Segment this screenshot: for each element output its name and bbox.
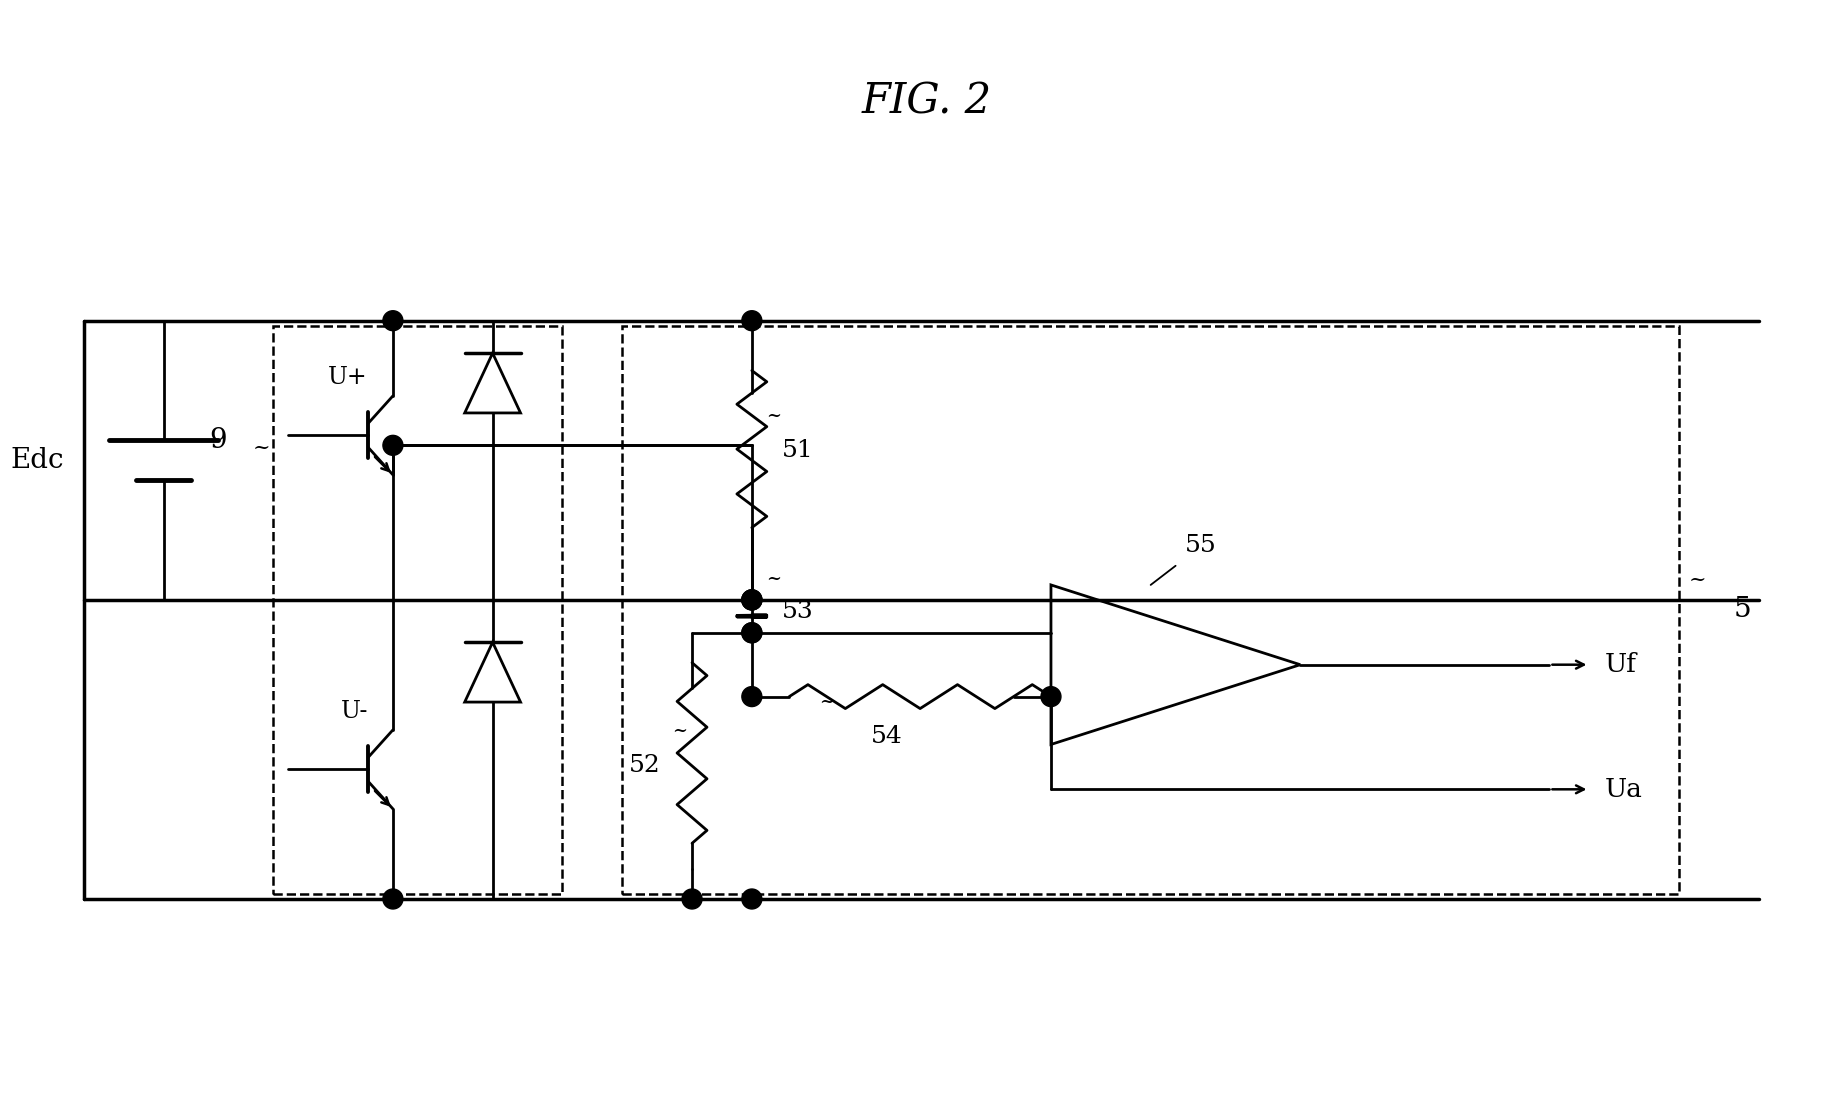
Circle shape — [741, 310, 761, 330]
Text: ~: ~ — [765, 407, 782, 424]
Text: 51: 51 — [782, 439, 813, 461]
Circle shape — [383, 436, 403, 456]
Text: Uf: Uf — [1604, 652, 1635, 678]
Text: ~: ~ — [1687, 570, 1706, 589]
Text: U+: U+ — [329, 366, 368, 389]
Circle shape — [383, 310, 403, 330]
Circle shape — [741, 623, 761, 643]
Text: 9: 9 — [209, 427, 227, 454]
Text: 5: 5 — [1733, 596, 1750, 624]
Text: 55: 55 — [1185, 533, 1216, 557]
Circle shape — [741, 889, 761, 909]
Circle shape — [1040, 687, 1061, 707]
Circle shape — [741, 590, 761, 610]
Text: ~: ~ — [253, 439, 270, 458]
Text: 54: 54 — [870, 725, 902, 747]
Text: ~: ~ — [819, 692, 833, 710]
Text: Edc: Edc — [11, 447, 65, 474]
Text: U-: U- — [340, 700, 368, 722]
Circle shape — [741, 590, 761, 610]
Circle shape — [741, 623, 761, 643]
Text: 53: 53 — [782, 600, 813, 623]
Bar — [623, 326, 1678, 894]
Text: ~: ~ — [673, 722, 687, 740]
Circle shape — [383, 889, 403, 909]
Circle shape — [741, 590, 761, 610]
Text: ~: ~ — [765, 569, 782, 588]
Bar — [274, 326, 562, 894]
Text: Ua: Ua — [1604, 777, 1641, 802]
Text: 52: 52 — [628, 755, 660, 777]
Circle shape — [741, 687, 761, 707]
Circle shape — [682, 889, 702, 909]
Text: FIG. 2: FIG. 2 — [861, 81, 991, 122]
